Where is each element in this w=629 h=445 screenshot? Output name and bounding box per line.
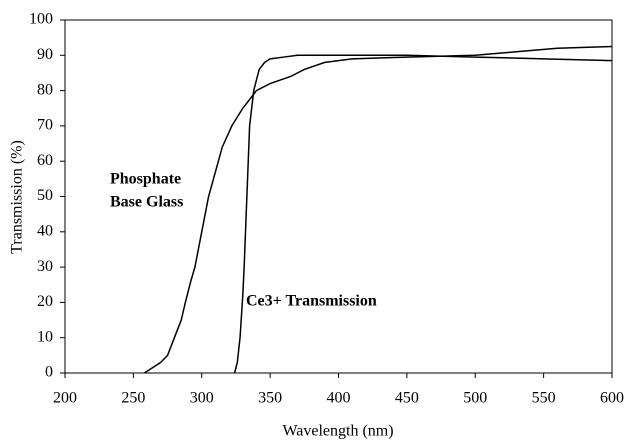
series-line [233,54,613,374]
x-tick-label: 450 [395,390,419,407]
x-tick-label: 550 [532,390,556,407]
y-tick-label: 10 [37,328,53,345]
y-axis-label: Transmission (%) [9,140,26,254]
y-tick-label: 100 [29,11,53,28]
series-line [143,45,613,374]
x-tick-label: 400 [327,390,351,407]
annotation: Phosphate [110,171,181,188]
y-tick-label: 90 [37,46,53,63]
y-tick-label: 20 [37,293,53,310]
x-tick-label: 500 [463,390,487,407]
y-tick-label: 40 [37,222,53,239]
x-tick-label: 600 [600,390,624,407]
y-tick-label: 60 [37,152,53,169]
y-tick-label: 30 [37,258,53,275]
annotation: Base Glass [110,194,183,211]
y-tick-label: 0 [45,364,53,381]
annotation: Ce3+ Transmission [246,293,377,310]
x-tick-label: 300 [190,390,214,407]
x-tick-label: 350 [258,390,282,407]
x-tick-label: 200 [53,390,77,407]
y-tick-label: 70 [37,117,53,134]
x-axis-label: Wavelength (nm) [282,423,393,440]
y-tick-label: 80 [37,81,53,98]
x-tick-label: 250 [121,390,145,407]
y-tick-label: 50 [37,187,53,204]
